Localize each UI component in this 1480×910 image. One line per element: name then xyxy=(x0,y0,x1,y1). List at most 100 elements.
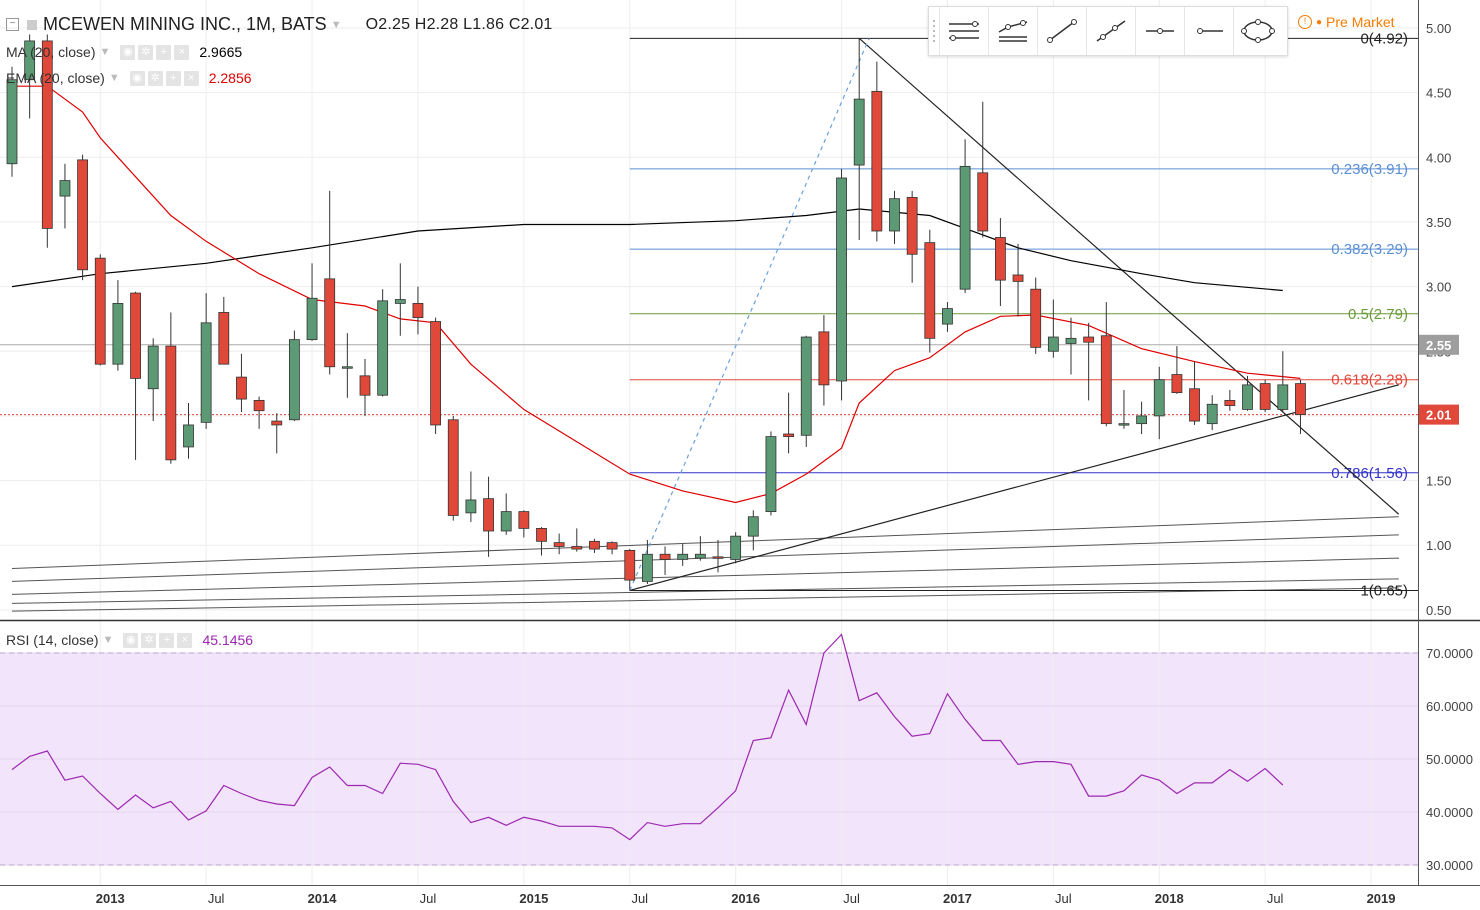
eye-icon[interactable]: ◉ xyxy=(123,632,139,648)
time-tick-label: 2016 xyxy=(731,891,760,906)
symbol-title[interactable]: MCEWEN MINING INC., 1M, BATS xyxy=(43,14,327,34)
gear-icon[interactable]: ✲ xyxy=(147,70,163,86)
candle-body xyxy=(518,511,530,529)
candle xyxy=(183,402,194,459)
fan-line xyxy=(11,516,1399,569)
candle-body xyxy=(1118,423,1130,426)
gear-icon[interactable]: ✲ xyxy=(138,44,154,60)
price-badge-bg xyxy=(1419,404,1459,425)
candle-body xyxy=(41,40,53,229)
candle-body xyxy=(1224,399,1236,406)
chevron-down-icon[interactable]: ▼ xyxy=(99,46,111,58)
rsi-label[interactable]: RSI (14, close) xyxy=(6,632,99,648)
trend-channel-icon[interactable] xyxy=(988,7,1037,55)
candle-body xyxy=(130,292,141,379)
ohlc-values: O2.25 H2.28 L1.86 C2.01 xyxy=(365,15,553,33)
fib-level-label: 0.236(3.91) xyxy=(1331,161,1408,178)
collapse-icon[interactable]: − xyxy=(6,18,19,31)
candle-body xyxy=(1030,288,1042,348)
candle xyxy=(871,61,883,242)
candle-body xyxy=(59,180,71,197)
ma-label[interactable]: MA (20, close) xyxy=(6,44,96,60)
candle-body xyxy=(1100,335,1112,425)
fib-level-label: 0(4.92) xyxy=(1360,30,1408,47)
horizontal-line-icon[interactable] xyxy=(1135,7,1184,55)
chevron-down-icon[interactable]: ▼ xyxy=(330,18,342,31)
candle xyxy=(6,66,18,177)
candle xyxy=(236,353,247,413)
candle-body xyxy=(6,79,18,165)
candle-body xyxy=(1153,379,1165,417)
price-tick-label: 5.00 xyxy=(1426,21,1451,36)
candle-body xyxy=(765,436,777,512)
candle-body xyxy=(324,278,336,368)
candle xyxy=(24,34,36,119)
horizontal-lines-icon[interactable] xyxy=(939,7,988,55)
candle xyxy=(1277,351,1289,413)
time-tick-label: 2013 xyxy=(96,891,125,906)
candle xyxy=(165,312,177,464)
candle-body xyxy=(147,345,159,390)
candle xyxy=(1118,390,1130,429)
candle xyxy=(1153,366,1165,440)
price-tick-label: 1.00 xyxy=(1426,538,1451,553)
trend-line-icon[interactable] xyxy=(1037,7,1086,55)
candle-body xyxy=(1083,336,1095,343)
ellipse-icon[interactable] xyxy=(1233,7,1282,55)
chevron-down-icon[interactable]: ▼ xyxy=(102,634,114,646)
candle-body xyxy=(959,165,971,290)
candle xyxy=(200,293,212,429)
plus-icon[interactable]: + xyxy=(156,44,172,60)
rsi-tick-label: 50.0000 xyxy=(1426,752,1473,767)
drawing-toolbar xyxy=(928,6,1288,56)
gear-icon[interactable]: ✲ xyxy=(141,632,157,648)
horizontal-ray-icon[interactable] xyxy=(1184,7,1233,55)
candle-body xyxy=(730,535,742,560)
rsi-tick-label: 40.0000 xyxy=(1426,805,1473,820)
candle xyxy=(853,38,865,241)
candle xyxy=(624,549,636,591)
candle-body xyxy=(218,312,230,365)
candle xyxy=(341,333,353,398)
close-icon[interactable]: × xyxy=(177,632,193,648)
price-badge-label: 2.01 xyxy=(1426,408,1451,423)
price-tick-label: 1.50 xyxy=(1426,474,1451,489)
candle-body xyxy=(183,424,194,448)
pre-market-label: Pre Market xyxy=(1326,14,1395,30)
rsi-tick-label: 70.0000 xyxy=(1426,646,1473,661)
candle-body xyxy=(906,196,918,255)
eye-icon[interactable]: ◉ xyxy=(129,70,145,86)
price-badge: 2.01 xyxy=(1419,404,1459,425)
candle-body xyxy=(394,299,406,304)
candle xyxy=(589,538,600,553)
candle xyxy=(306,263,318,341)
grid xyxy=(0,0,1418,885)
eye-icon[interactable]: ◉ xyxy=(120,44,136,60)
plus-icon[interactable]: + xyxy=(159,632,175,648)
chevron-down-icon[interactable]: ▼ xyxy=(108,72,120,84)
candle xyxy=(1047,299,1059,358)
price-badge-label: 2.55 xyxy=(1426,338,1451,353)
close-icon[interactable]: × xyxy=(174,44,190,60)
drag-handle[interactable] xyxy=(929,7,939,55)
symbol-legend: − MCEWEN MINING INC., 1M, BATS ▼ O2.25 H… xyxy=(6,14,553,35)
close-icon[interactable]: × xyxy=(183,70,199,86)
candle-body xyxy=(1259,383,1271,410)
candle-body xyxy=(1136,415,1147,425)
ray-icon[interactable] xyxy=(1086,7,1135,55)
plus-icon[interactable]: + xyxy=(165,70,181,86)
pre-market-badge[interactable]: ! ● Pre Market xyxy=(1298,14,1395,30)
candle-body xyxy=(712,556,724,559)
candle-body xyxy=(1242,384,1253,410)
candle-body xyxy=(977,172,989,232)
candle-body xyxy=(677,553,689,560)
candle-body xyxy=(1295,383,1306,416)
fib-level-label: 0.618(2.28) xyxy=(1331,372,1408,389)
candle-body xyxy=(553,542,565,547)
fib-level-label: 0.5(2.79) xyxy=(1348,306,1408,323)
time-tick-label: 2019 xyxy=(1367,891,1396,906)
candle xyxy=(500,493,512,535)
candle-body xyxy=(306,297,318,341)
ema-label[interactable]: EMA (20, close) xyxy=(6,70,105,86)
